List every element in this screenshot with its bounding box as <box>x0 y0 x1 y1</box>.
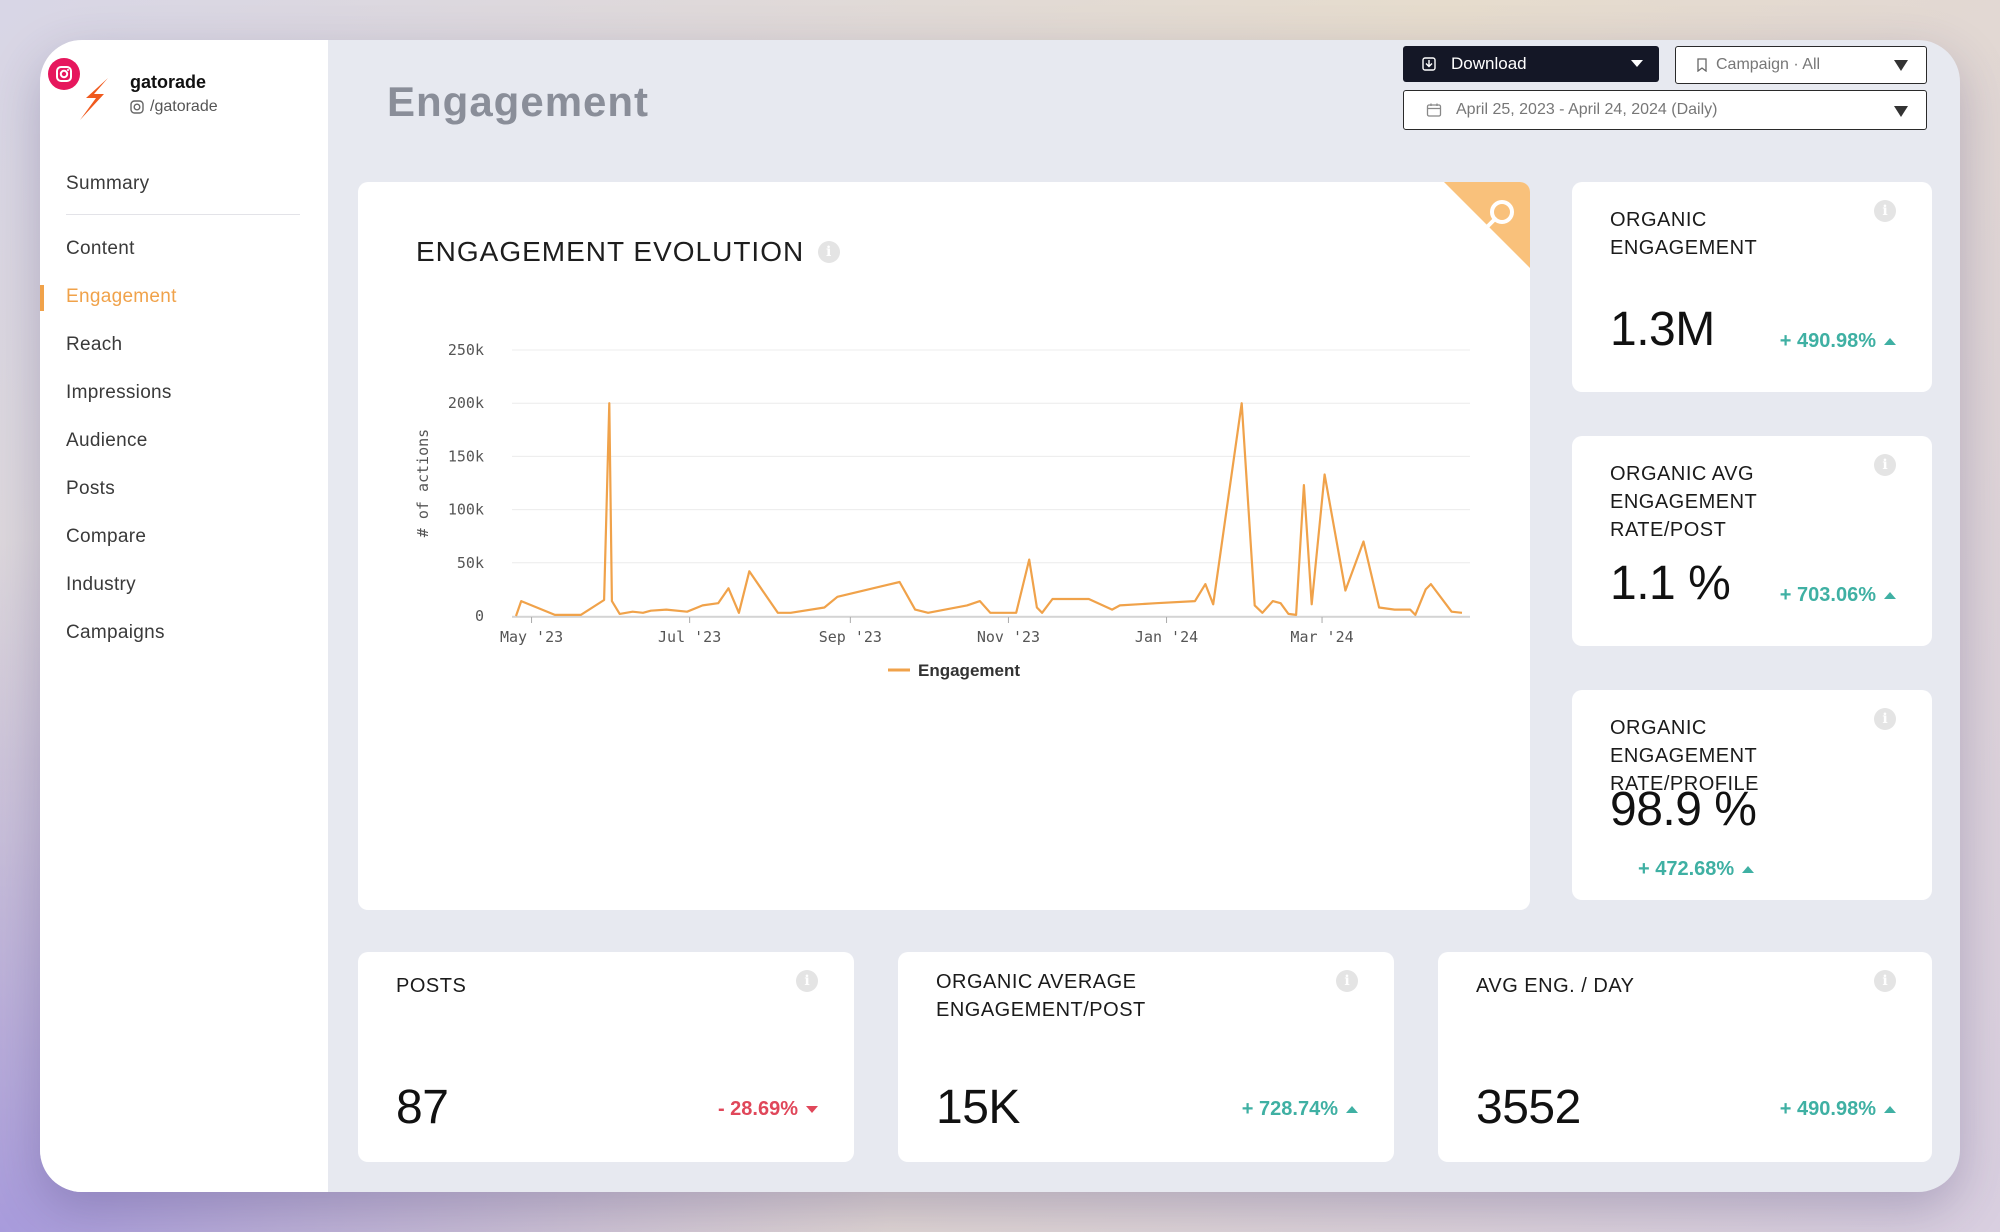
engagement-line-chart: 0 50k 100k 150k 200k 250k May '23 Jul '23 Sep '2… <box>414 341 1470 680</box>
posts-card: POSTS i 87 - 28.69% <box>358 952 854 1162</box>
metric-label: ORGANIC ENGAGEMENT <box>1610 209 1758 259</box>
sidebar-item-campaigns[interactable]: Campaigns <box>66 622 165 643</box>
sidebar: gatorade /gatorade Summary Content Engag… <box>40 40 328 1192</box>
organic-rate-profile-card: ORGANIC ENGAGEMENT RATE/PROFILE i 98.9 %… <box>1572 690 1932 900</box>
profile-handle: /gatorade <box>130 98 218 116</box>
calendar-icon <box>1426 103 1442 117</box>
info-icon[interactable]: i <box>1874 970 1896 992</box>
profile-handle-text: /gatorade <box>150 98 218 115</box>
arrow-up-icon <box>1884 1106 1896 1114</box>
metric-value: 98.9 % <box>1610 783 1757 836</box>
sidebar-item-engagement[interactable]: Engagement <box>40 273 328 321</box>
campaign-filter[interactable]: Campaign · All <box>1675 46 1927 84</box>
arrow-up-icon <box>1346 1106 1358 1114</box>
metric-label: POSTS <box>396 975 467 997</box>
engagement-evolution-card: ENGAGEMENT EVOLUTION i 0 50k 100k 150k 200k 2… <box>358 182 1530 910</box>
chevron-down-icon <box>1894 106 1908 117</box>
y-tick-label: 100k <box>448 501 484 519</box>
sidebar-nav: Summary Content Engagement Reach Impress… <box>40 160 328 657</box>
x-tick-label: Mar '24 <box>1290 628 1353 646</box>
organic-engagement-card: ORGANIC ENGAGEMENT i 1.3M + 490.98% <box>1572 182 1932 392</box>
app-window: gatorade /gatorade Summary Content Engag… <box>40 40 1960 1192</box>
sidebar-item-impressions[interactable]: Impressions <box>66 382 172 403</box>
metric-value: 1.3M <box>1610 303 1715 356</box>
metric-change: + 490.98% <box>1780 1098 1896 1121</box>
legend-label: Engagement <box>918 661 1020 680</box>
metric-label: AVG ENG. / DAY <box>1476 975 1635 997</box>
info-icon[interactable]: i <box>1336 970 1358 992</box>
date-range-picker[interactable]: April 25, 2023 - April 24, 2024 (Daily) <box>1403 90 1927 130</box>
metric-value: 3552 <box>1476 1081 1581 1134</box>
metric-label: ORGANIC ENGAGEMENT RATE/PROFILE <box>1610 717 1759 795</box>
metric-change: + 472.68% <box>1638 858 1755 881</box>
info-icon[interactable]: i <box>796 970 818 992</box>
metric-change: + 490.98% <box>1780 330 1896 353</box>
y-tick-label: 250k <box>448 341 484 359</box>
x-tick-label: Jan '24 <box>1135 628 1198 646</box>
download-label: Download <box>1451 54 1527 73</box>
sidebar-item-summary[interactable]: Summary <box>66 173 150 194</box>
series-line-engagement <box>514 402 1463 617</box>
metric-value: 87 <box>396 1081 449 1134</box>
campaign-filter-label: Campaign · All <box>1716 56 1821 73</box>
zoom-search-icon[interactable] <box>1444 182 1530 268</box>
organic-avg-rate-post-card: ORGANIC AVG ENGAGEMENT RATE/POST i 1.1 %… <box>1572 436 1932 646</box>
download-button[interactable]: Download <box>1403 46 1659 82</box>
y-tick-label: 0 <box>475 607 484 625</box>
instagram-icon <box>48 58 80 90</box>
arrow-down-icon <box>806 1106 818 1114</box>
sidebar-item-posts[interactable]: Posts <box>66 478 116 499</box>
y-axis-label: # of actions <box>414 429 432 537</box>
metric-change-text: + 490.98% <box>1779 330 1876 352</box>
metric-label: ORGANIC AVERAGE ENGAGEMENT/POST <box>936 971 1146 1021</box>
arrow-up-icon <box>1884 338 1896 346</box>
y-tick-label: 150k <box>448 447 484 465</box>
metric-value: 15K <box>936 1081 1020 1134</box>
x-tick-label: Jul '23 <box>658 628 721 646</box>
info-icon[interactable]: i <box>1874 454 1896 476</box>
metric-value: 1.1 % <box>1610 557 1731 610</box>
sidebar-item-industry[interactable]: Industry <box>66 574 136 595</box>
sidebar-item-reach[interactable]: Reach <box>66 334 123 355</box>
date-range-text: April 25, 2023 - April 24, 2024 (Daily) <box>1456 101 1718 118</box>
download-icon <box>1422 57 1436 71</box>
bookmark-icon <box>1697 58 1707 72</box>
metric-change-text: + 472.68% <box>1638 858 1735 880</box>
sidebar-item-audience[interactable]: Audience <box>66 430 148 451</box>
arrow-up-icon <box>1884 592 1896 600</box>
info-icon[interactable]: i <box>818 241 841 263</box>
arrow-up-icon <box>1742 866 1755 874</box>
metric-change-text: - 28.69% <box>717 1098 798 1120</box>
chevron-down-icon <box>1894 60 1908 71</box>
x-tick-label: Nov '23 <box>977 628 1040 646</box>
chart-title-text: ENGAGEMENT EVOLUTION <box>416 236 805 267</box>
metric-change: + 703.06% <box>1780 584 1896 607</box>
y-tick-label: 200k <box>448 394 484 412</box>
instagram-small-icon <box>130 100 144 114</box>
organic-avg-engagement-post-card: ORGANIC AVERAGE ENGAGEMENT/POST i 15K + … <box>898 952 1394 1162</box>
avg-eng-day-card: AVG ENG. / DAY i 3552 + 490.98% <box>1438 952 1932 1162</box>
metric-change-text: + 728.74% <box>1241 1098 1338 1120</box>
sidebar-item-content[interactable]: Content <box>66 238 135 259</box>
nav-divider <box>66 214 300 215</box>
x-tick-label: May '23 <box>500 628 563 646</box>
metric-change-text: + 703.06% <box>1779 584 1876 606</box>
chart-title: ENGAGEMENT EVOLUTION i <box>416 236 841 268</box>
metric-change: - 28.69% <box>718 1098 818 1121</box>
page-title: Engagement <box>387 78 650 125</box>
y-tick-label: 50k <box>457 554 484 572</box>
gatorade-bolt-logo <box>80 78 108 120</box>
metric-change-text: + 490.98% <box>1779 1098 1876 1120</box>
metric-change: + 728.74% <box>1242 1098 1358 1121</box>
chevron-down-icon <box>1631 60 1643 67</box>
x-tick-label: Sep '23 <box>819 628 882 646</box>
info-icon[interactable]: i <box>1874 200 1896 222</box>
sidebar-item-compare[interactable]: Compare <box>66 526 147 547</box>
profile-name: gatorade <box>130 72 207 92</box>
metric-label: ORGANIC AVG ENGAGEMENT RATE/POST <box>1610 463 1757 541</box>
info-icon[interactable]: i <box>1874 708 1896 730</box>
